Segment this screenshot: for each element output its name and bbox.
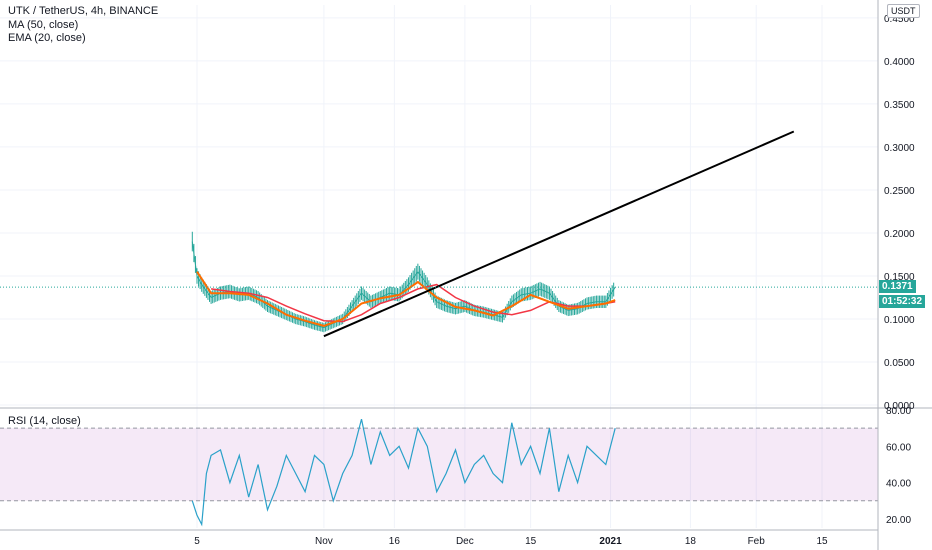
- time-tick-label-2: 16: [389, 536, 401, 547]
- rsi-tick-label-0: 80.00: [886, 406, 911, 417]
- time-tick-label-3: Dec: [456, 536, 474, 547]
- time-tick-label-5: 2021: [599, 536, 622, 547]
- price-tick-label-8: 0.0500: [884, 358, 915, 369]
- symbol-title[interactable]: UTK / TetherUS, 4h, BINANCE: [8, 5, 159, 17]
- price-tick-label-0: 0.4500: [884, 14, 915, 25]
- rsi-legend[interactable]: RSI (14, close): [8, 415, 81, 427]
- countdown-tag: 01:52:32: [879, 295, 926, 309]
- price-tick-label-7: 0.1000: [884, 315, 915, 326]
- time-tick-label-6: 18: [685, 536, 697, 547]
- time-tick-label-7: Feb: [748, 536, 766, 547]
- ema20-line: [196, 271, 616, 327]
- rsi-tick-label-2: 40.00: [886, 479, 911, 490]
- price-tick-label-1: 0.4000: [884, 57, 915, 68]
- time-tick-label-1: Nov: [315, 536, 333, 547]
- rsi-line: [191, 418, 616, 527]
- rsi-band-fill: [0, 428, 878, 501]
- rsi-tick-label-1: 60.00: [886, 442, 911, 453]
- price-grid: [0, 5, 878, 528]
- price-tick-label-5: 0.2000: [884, 229, 915, 240]
- price-tick-label-4: 0.2500: [884, 186, 915, 197]
- time-tick-label-0: 5: [194, 536, 200, 547]
- price-series: [0, 130, 878, 527]
- currency-label[interactable]: USDT: [887, 4, 920, 18]
- last-price-tag: 0.1371: [879, 280, 916, 294]
- ema-legend[interactable]: EMA (20, close): [8, 32, 86, 44]
- price-tick-label-2: 0.3500: [884, 100, 915, 111]
- time-tick-label-8: 15: [816, 536, 828, 547]
- ma-legend[interactable]: MA (50, close): [8, 19, 79, 31]
- price-tick-label-9: 0.0000: [884, 401, 915, 412]
- price-tick-label-3: 0.3000: [884, 143, 915, 154]
- time-tick-label-4: 15: [525, 536, 537, 547]
- rsi-band: [0, 427, 878, 502]
- trendline: [323, 130, 795, 338]
- rsi-tick-label-3: 20.00: [886, 515, 911, 526]
- price-tick-label-6: 0.1500: [884, 272, 915, 283]
